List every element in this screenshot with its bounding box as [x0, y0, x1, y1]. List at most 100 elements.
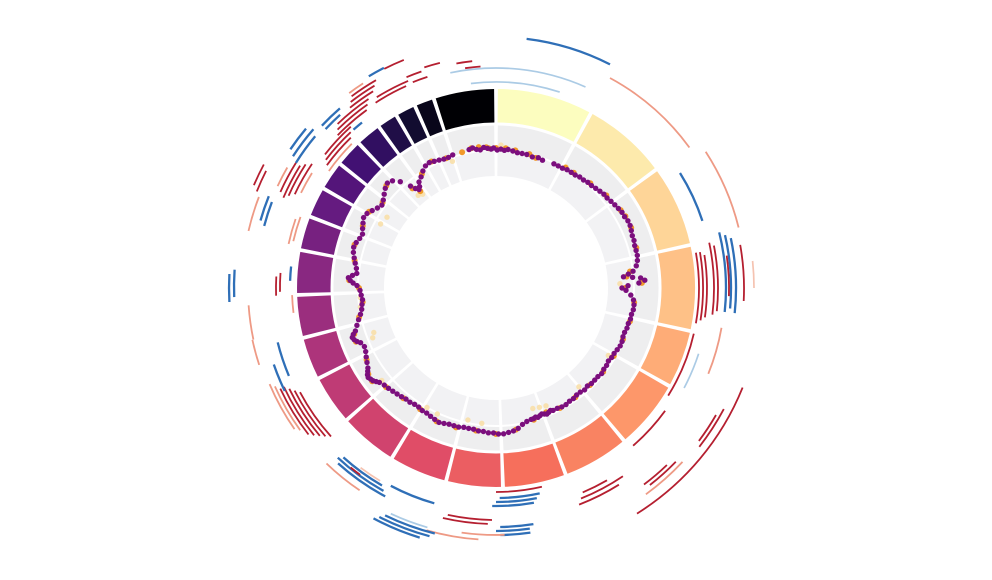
scatter-point-purple [446, 421, 452, 427]
scatter-point-purple [592, 377, 598, 383]
genome-sector [603, 370, 669, 440]
feature-arc-salmon [247, 305, 255, 340]
genome-sector [348, 398, 409, 457]
scatter-point-purple [614, 347, 620, 353]
scatter-point-purple [599, 370, 605, 377]
inner-scatter-track-sector [358, 263, 386, 292]
scatter-point-purple [407, 183, 414, 189]
scatter-point-purple [577, 174, 583, 180]
scatter-point-pale [543, 403, 549, 409]
scatter-point-purple [539, 157, 546, 163]
feature-arc-red [698, 414, 717, 442]
feature-arc-red [580, 475, 624, 500]
outer-scatter-track-sector [617, 319, 655, 367]
feature-arc-salmon [274, 386, 301, 431]
scatter-point-purple [619, 285, 625, 291]
scatter-point-purple [480, 428, 487, 435]
scatter-point-purple [510, 148, 516, 154]
genome-sector [324, 165, 366, 204]
scatter-point-purple [524, 418, 530, 425]
inner-scatter-track-sector [569, 344, 615, 392]
scatter-point-purple [394, 391, 400, 397]
genome-sector [310, 190, 352, 228]
scatter-point-pale [465, 417, 471, 423]
genome-sector [503, 443, 564, 487]
scatter-point-purple [360, 214, 367, 221]
feature-arc-red [336, 98, 370, 125]
feature-arc-red [412, 76, 428, 84]
feature-arc-red [703, 254, 708, 318]
scatter-point-purple [466, 425, 472, 432]
scatter-point-purple [398, 394, 405, 400]
genome-sector [301, 218, 341, 255]
scatter-point-purple [625, 320, 631, 327]
feature-arc-salmon [292, 216, 302, 242]
scatter-point-purple [564, 167, 570, 173]
scatter-point-purple [445, 154, 452, 161]
outer-scatter-track-sector [497, 125, 572, 166]
scatter-point-purple [601, 366, 607, 372]
feature-arc-salmon [645, 461, 684, 496]
scatter-point-purple [577, 389, 583, 395]
inner-scatter-track-sector [394, 363, 437, 404]
scatter-point-purple [559, 404, 565, 410]
scatter-point-pale [498, 142, 504, 148]
feature-arc-red [255, 170, 267, 192]
scatter-point-purple [551, 161, 557, 167]
inner-scatter-track-sector [378, 203, 408, 231]
scatter-point-purple [529, 154, 535, 160]
feature-arc-salmon [348, 82, 364, 94]
scatter-point-purple [629, 233, 635, 239]
genome-sector [576, 114, 655, 189]
feature-arc-red [698, 408, 725, 448]
scatter-point-purple [419, 407, 425, 414]
scatter-point-purple [426, 159, 432, 166]
feature-arc-lightblue [450, 67, 586, 88]
scatter-point-purple [580, 177, 587, 183]
genome-sector [416, 99, 443, 137]
feature-arc-blue [679, 172, 704, 222]
scatter-point-purple [349, 272, 356, 279]
feature-arc-red [325, 131, 352, 161]
feature-arc-blue [337, 462, 386, 498]
feature-arc-blue [321, 107, 341, 127]
feature-arc-red [406, 70, 422, 79]
feature-arc-salmon [461, 531, 505, 536]
scatter-point-purple [514, 150, 521, 156]
feature-arc-blue [372, 517, 421, 539]
scatter-point-purple [432, 416, 438, 423]
scatter-point-purple [570, 395, 577, 402]
feature-arc-blue [384, 514, 436, 535]
scatter-point-purple [351, 255, 357, 261]
scatter-point-purple [469, 145, 476, 151]
scatter-point-purple [505, 146, 511, 153]
inner-scatter-track-sector [428, 163, 450, 191]
feature-arc-red [336, 103, 369, 131]
genome-sector [398, 107, 428, 144]
inner-scatter-track-sector [363, 317, 396, 349]
feature-arc-red [279, 388, 310, 436]
scatter-point-purple [588, 182, 595, 189]
scatter-point-purple [609, 354, 615, 361]
feature-arc-red [351, 79, 377, 98]
scatter-point-purple [441, 420, 447, 427]
scatter-point-purple [416, 183, 423, 190]
feature-arc-red [649, 461, 677, 486]
scatter-point-purple [451, 423, 457, 429]
scatter-point-purple [424, 410, 430, 416]
scatter-point-pale [479, 420, 485, 426]
scatter-point-purple [490, 430, 497, 436]
genome-sector [297, 295, 336, 336]
outer-scatter-track-sector [385, 157, 413, 187]
scatter-point-purple [360, 220, 366, 226]
scatter-point-purple [354, 322, 360, 328]
scatter-point-purple [555, 163, 561, 169]
scatter-point-purple [625, 218, 631, 224]
scatter-point-purple [573, 392, 580, 398]
scatter-point-purple [416, 404, 422, 410]
scatter-point-purple [384, 180, 391, 186]
feature-arc-salmon [300, 172, 313, 194]
scatter-point-pale [530, 405, 536, 412]
